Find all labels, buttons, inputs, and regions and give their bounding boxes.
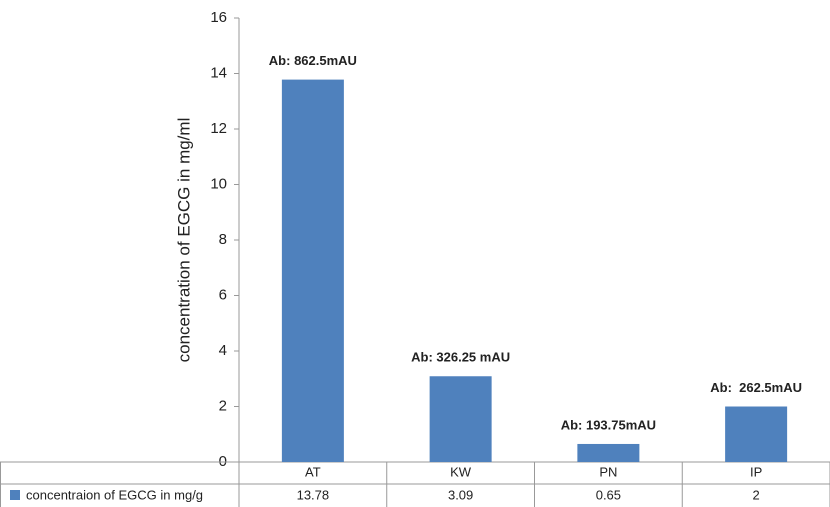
y-tick-label: 0 bbox=[219, 453, 227, 470]
bar bbox=[577, 443, 640, 462]
table-value: 0.65 bbox=[596, 487, 621, 502]
x-tick-label: KW bbox=[450, 464, 472, 479]
y-tick-label: 6 bbox=[219, 286, 227, 303]
x-tick-label: PN bbox=[599, 464, 617, 479]
y-tick-label: 12 bbox=[210, 120, 227, 137]
bar bbox=[281, 79, 344, 462]
y-tick-label: 8 bbox=[219, 231, 227, 248]
annotation: Ab: 326.25 mAU bbox=[411, 350, 510, 365]
y-tick-label: 16 bbox=[210, 9, 227, 26]
annotation: Ab: 193.75mAU bbox=[561, 417, 656, 432]
table-series-name: concentraion of EGCG in mg/g bbox=[26, 487, 203, 502]
bar bbox=[429, 376, 492, 462]
legend-swatch bbox=[10, 490, 20, 500]
annotation: Ab: 262.5mAU bbox=[710, 380, 802, 395]
annotation: Ab: 862.5mAU bbox=[269, 53, 357, 68]
bar bbox=[725, 406, 788, 462]
table-value: 13.78 bbox=[297, 487, 330, 502]
table-value: 3.09 bbox=[448, 487, 473, 502]
y-tick-label: 10 bbox=[210, 175, 227, 192]
table-value: 2 bbox=[753, 487, 760, 502]
x-tick-label: AT bbox=[305, 464, 321, 479]
y-tick-label: 4 bbox=[219, 342, 227, 359]
x-tick-label: IP bbox=[750, 464, 762, 479]
y-tick-label: 14 bbox=[210, 64, 227, 81]
y-tick-label: 2 bbox=[219, 397, 227, 414]
y-axis-label: concentration of EGCG in mg/ml bbox=[174, 118, 193, 363]
